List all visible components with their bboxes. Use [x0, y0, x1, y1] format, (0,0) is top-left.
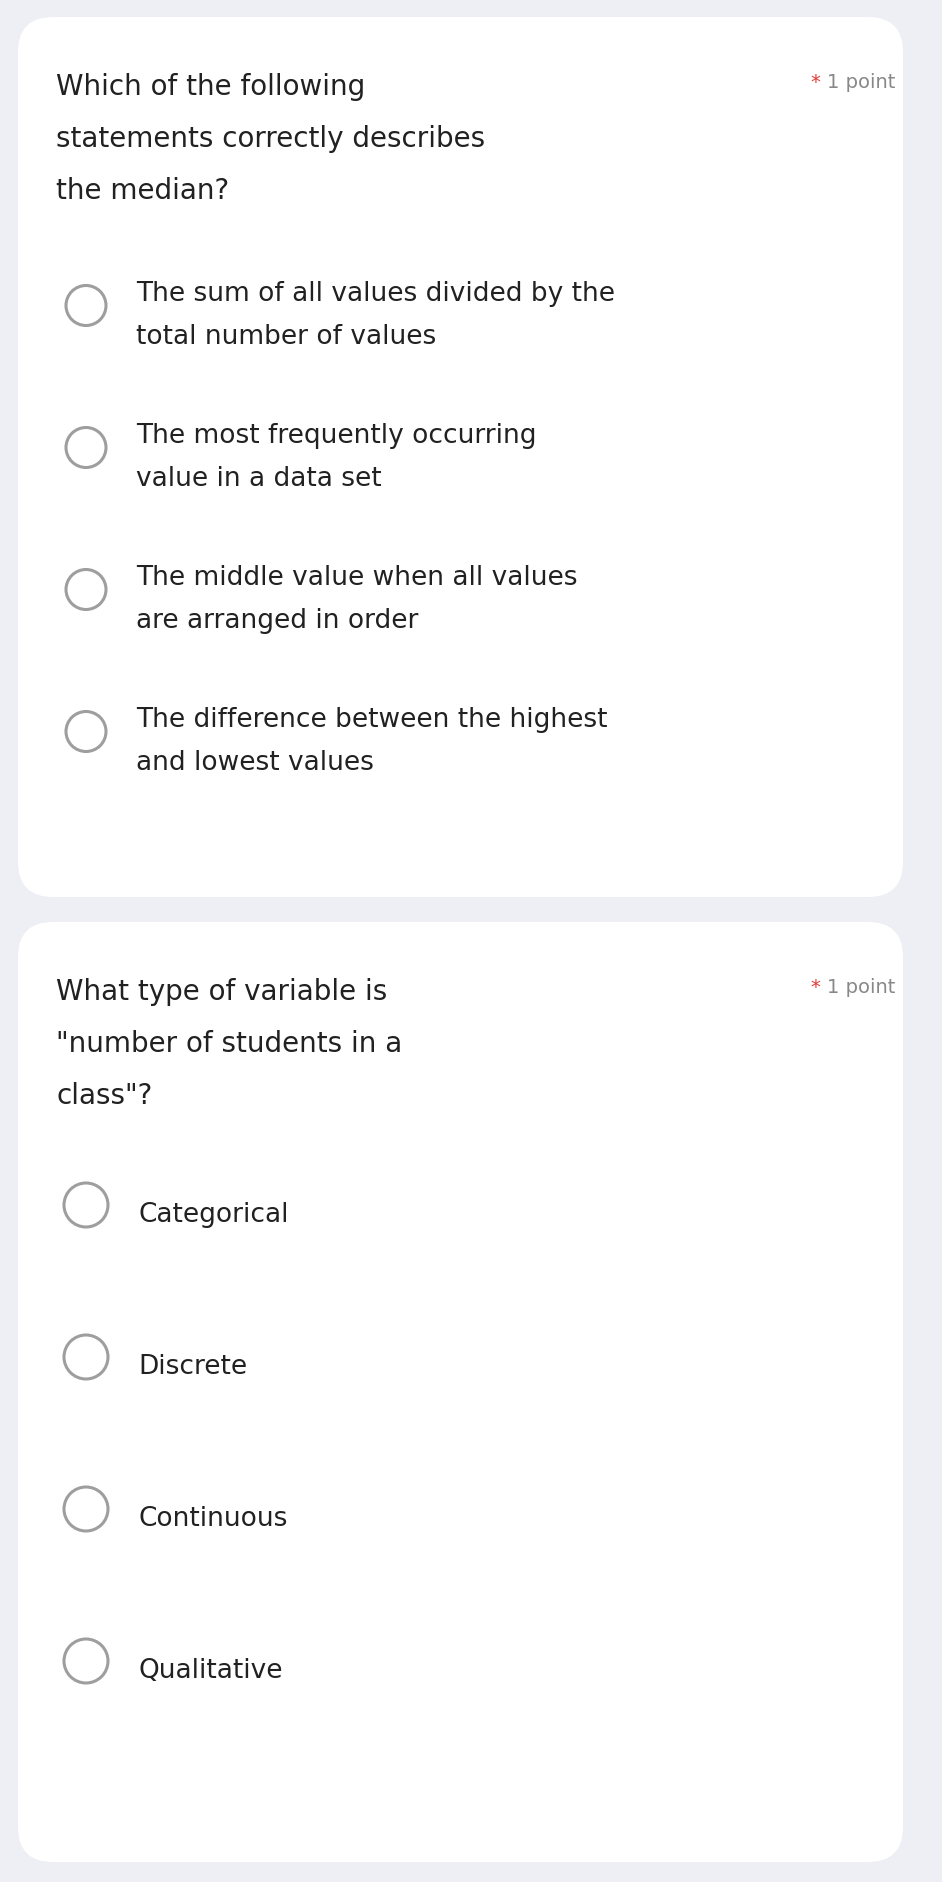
FancyBboxPatch shape: [18, 922, 903, 1861]
Text: value in a data set: value in a data set: [136, 465, 382, 491]
Text: 1 point: 1 point: [827, 977, 896, 996]
Circle shape: [64, 1184, 108, 1227]
Circle shape: [64, 1639, 108, 1683]
Text: class"?: class"?: [56, 1082, 153, 1108]
Text: and lowest values: and lowest values: [136, 749, 374, 775]
Circle shape: [66, 570, 106, 610]
Text: are arranged in order: are arranged in order: [136, 608, 418, 634]
Text: total number of values: total number of values: [136, 324, 436, 350]
FancyBboxPatch shape: [18, 19, 903, 898]
Circle shape: [64, 1487, 108, 1532]
Text: statements correctly describes: statements correctly describes: [56, 124, 485, 152]
Text: "number of students in a: "number of students in a: [56, 1029, 402, 1058]
Circle shape: [66, 429, 106, 469]
Text: The most frequently occurring: The most frequently occurring: [136, 423, 537, 448]
Circle shape: [64, 1336, 108, 1380]
Text: Categorical: Categorical: [138, 1201, 288, 1227]
Text: Which of the following: Which of the following: [56, 73, 365, 102]
Text: *: *: [810, 73, 820, 92]
Circle shape: [66, 286, 106, 326]
Text: *: *: [810, 977, 820, 996]
Text: Continuous: Continuous: [138, 1506, 287, 1532]
Text: Qualitative: Qualitative: [138, 1658, 283, 1683]
Text: Discrete: Discrete: [138, 1353, 247, 1380]
Text: 1 point: 1 point: [827, 73, 896, 92]
Text: the median?: the median?: [56, 177, 229, 205]
Text: The sum of all values divided by the: The sum of all values divided by the: [136, 280, 615, 307]
Text: What type of variable is: What type of variable is: [56, 977, 387, 1005]
Text: The difference between the highest: The difference between the highest: [136, 706, 608, 732]
Circle shape: [66, 711, 106, 753]
Text: The middle value when all values: The middle value when all values: [136, 565, 577, 591]
